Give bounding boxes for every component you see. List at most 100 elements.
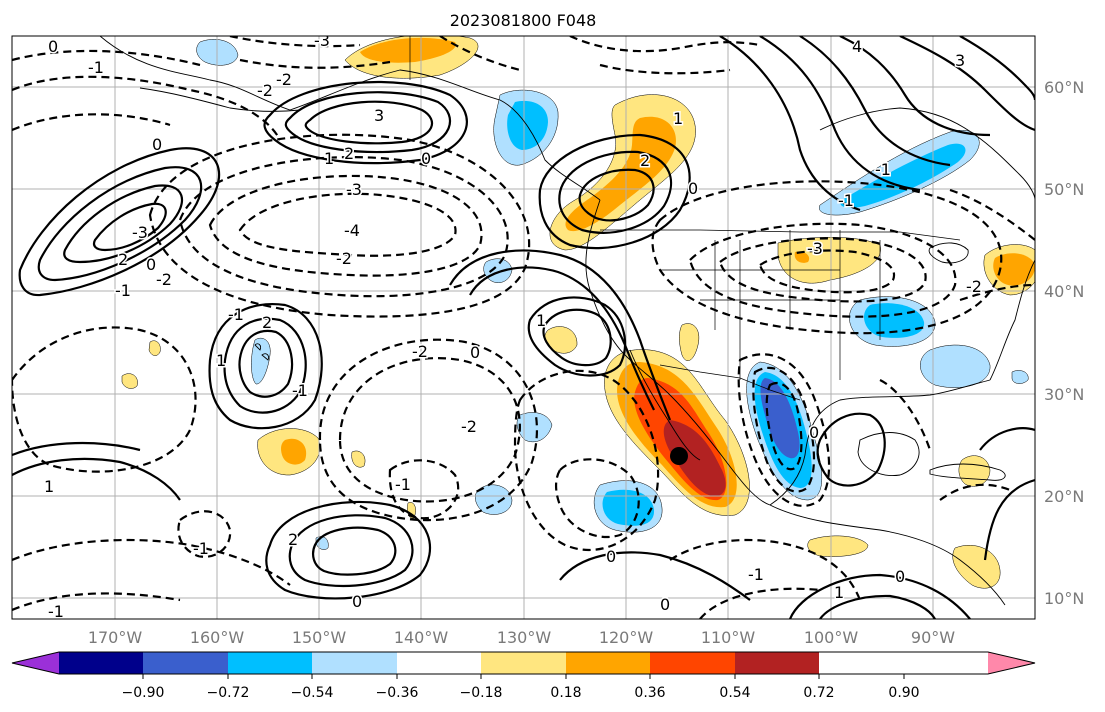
- shade-spot-yellow-3: [351, 450, 366, 468]
- contour-negative: [439, 36, 521, 72]
- contour-negative: [177, 510, 232, 558]
- contour-label: -1: [748, 565, 764, 584]
- colorbar-label: 0.18: [550, 685, 581, 701]
- coastlines: [99, 36, 1035, 606]
- contour-positive: [263, 80, 468, 165]
- colorbar-labels: −0.90 −0.72 −0.54 −0.36 −0.18 0.18 0.36 …: [122, 685, 920, 701]
- contour-positive: [578, 168, 655, 222]
- contour-negative: [318, 338, 539, 522]
- contour-positive: [819, 594, 936, 619]
- contour-negative: [737, 353, 831, 507]
- shade-plains-orange: [794, 251, 810, 263]
- contour-label: 0: [688, 179, 698, 198]
- contour-label: 4: [852, 37, 862, 56]
- contour-positive: [558, 150, 673, 234]
- colorbar-label: −0.90: [122, 685, 165, 701]
- contour-label: 1: [324, 149, 334, 168]
- contour-label: 0: [809, 423, 819, 442]
- contour-label: -1: [292, 381, 308, 400]
- colorbar-label: −0.72: [207, 685, 250, 701]
- colorbar-label: 0.36: [634, 685, 665, 701]
- shade-bc-orange: [565, 116, 676, 232]
- shade-spot-yellow-2: [121, 373, 138, 389]
- contour-positive: [719, 36, 861, 212]
- contour-label: 2: [288, 530, 298, 549]
- lon-label-100w: 100°W: [804, 628, 859, 647]
- contour-negative: [239, 58, 391, 69]
- contour-positive: [223, 317, 307, 414]
- map-panel: 0 -1 -3 -2 4 3 3 -2 0 2 1 -3 0 -4 -2 -3 …: [11, 31, 1036, 621]
- map-title: 2023081800 F048: [450, 11, 597, 30]
- shade-southeast-blue: [920, 344, 991, 388]
- contour-positive: [238, 329, 294, 398]
- colorbar-extend-low: [12, 652, 59, 674]
- shade-hawaii-orange: [281, 438, 307, 465]
- contour-label: 1: [834, 583, 844, 602]
- contour-negative: [555, 458, 640, 539]
- contour-labels: 0 -1 -3 -2 4 3 3 -2 0 2 1 -3 0 -4 -2 -3 …: [43, 31, 984, 621]
- contour-positive: [839, 36, 991, 137]
- longitude-labels: 170°W 160°W 150°W 140°W 130°W 120°W 110°…: [88, 628, 955, 647]
- contour-positive: [312, 526, 397, 576]
- contour-negative: [148, 133, 531, 318]
- contour-label: -1: [395, 475, 411, 494]
- lat-label-50n: 50°N: [1044, 180, 1084, 199]
- contour-label: 0: [352, 592, 362, 611]
- contour-label: -1: [838, 191, 854, 210]
- colorbar-segments: [12, 652, 1035, 674]
- lat-label-40n: 40°N: [1044, 282, 1084, 301]
- shade-alaska-orange: [360, 37, 456, 63]
- colorbar-label: −0.54: [291, 685, 334, 701]
- colorbar: −0.90 −0.72 −0.54 −0.36 −0.18 0.18 0.36 …: [11, 651, 1036, 701]
- contour-label: -2: [257, 81, 273, 100]
- contour-positive: [12, 457, 181, 501]
- colorbar-segment: [143, 652, 228, 674]
- contour-positive: [899, 36, 1035, 132]
- colorbar-outline: [11, 651, 1036, 675]
- lon-label-140w: 140°W: [394, 628, 449, 647]
- contour-positive: [542, 308, 612, 367]
- lat-label-60n: 60°N: [1044, 78, 1084, 97]
- contour-label: 1: [673, 109, 683, 128]
- contour-label: -2: [156, 270, 172, 289]
- contour-negative: [718, 237, 927, 303]
- contour-negative: [939, 483, 1011, 501]
- contour-negative: [513, 369, 660, 552]
- colorbar-segment: [735, 652, 819, 674]
- colorbar-segment: [59, 652, 143, 674]
- colorbar-label: 0.72: [803, 685, 834, 701]
- storm-center-marker: [670, 447, 688, 465]
- central-america-coastline: [769, 504, 1006, 606]
- contour-label: 0: [895, 567, 905, 586]
- contour-label: 2: [118, 250, 128, 269]
- map-border: [11, 35, 1036, 620]
- contour-positive: [288, 514, 414, 588]
- contour-negative: [12, 75, 281, 141]
- shade-canada-blue: [840, 143, 966, 208]
- shade-mexico-blue-dark: [760, 378, 800, 459]
- contour-negative: [12, 326, 197, 473]
- contour-label: 0: [48, 37, 58, 56]
- east-coast: [989, 259, 1035, 381]
- contour-negative: [338, 357, 521, 503]
- colorbar-label: −0.36: [376, 685, 419, 701]
- contour-negative: [569, 36, 761, 53]
- shade-plains-yellow: [777, 236, 881, 284]
- gulf-coast: [769, 379, 991, 506]
- colorbar-label: 0.90: [888, 685, 919, 701]
- contour-positive: [469, 266, 655, 411]
- shade-pacific-blue-small: [516, 412, 553, 443]
- shade-east-canada-orange: [993, 253, 1035, 286]
- contour-label: 3: [955, 51, 965, 70]
- lon-label-160w: 160°W: [190, 628, 245, 647]
- shade-panama-yellow: [807, 535, 869, 557]
- contour-label: -1: [48, 602, 64, 621]
- contour-label: 0: [152, 135, 162, 154]
- contour-negative: [959, 283, 1035, 302]
- contour-negative: [12, 592, 181, 612]
- contour-label: -3: [314, 31, 330, 50]
- contour-label: -2: [412, 342, 428, 361]
- shade-central-america-yellow: [952, 544, 1001, 589]
- contour-label: -4: [344, 221, 360, 240]
- contour-label: -1: [875, 160, 891, 179]
